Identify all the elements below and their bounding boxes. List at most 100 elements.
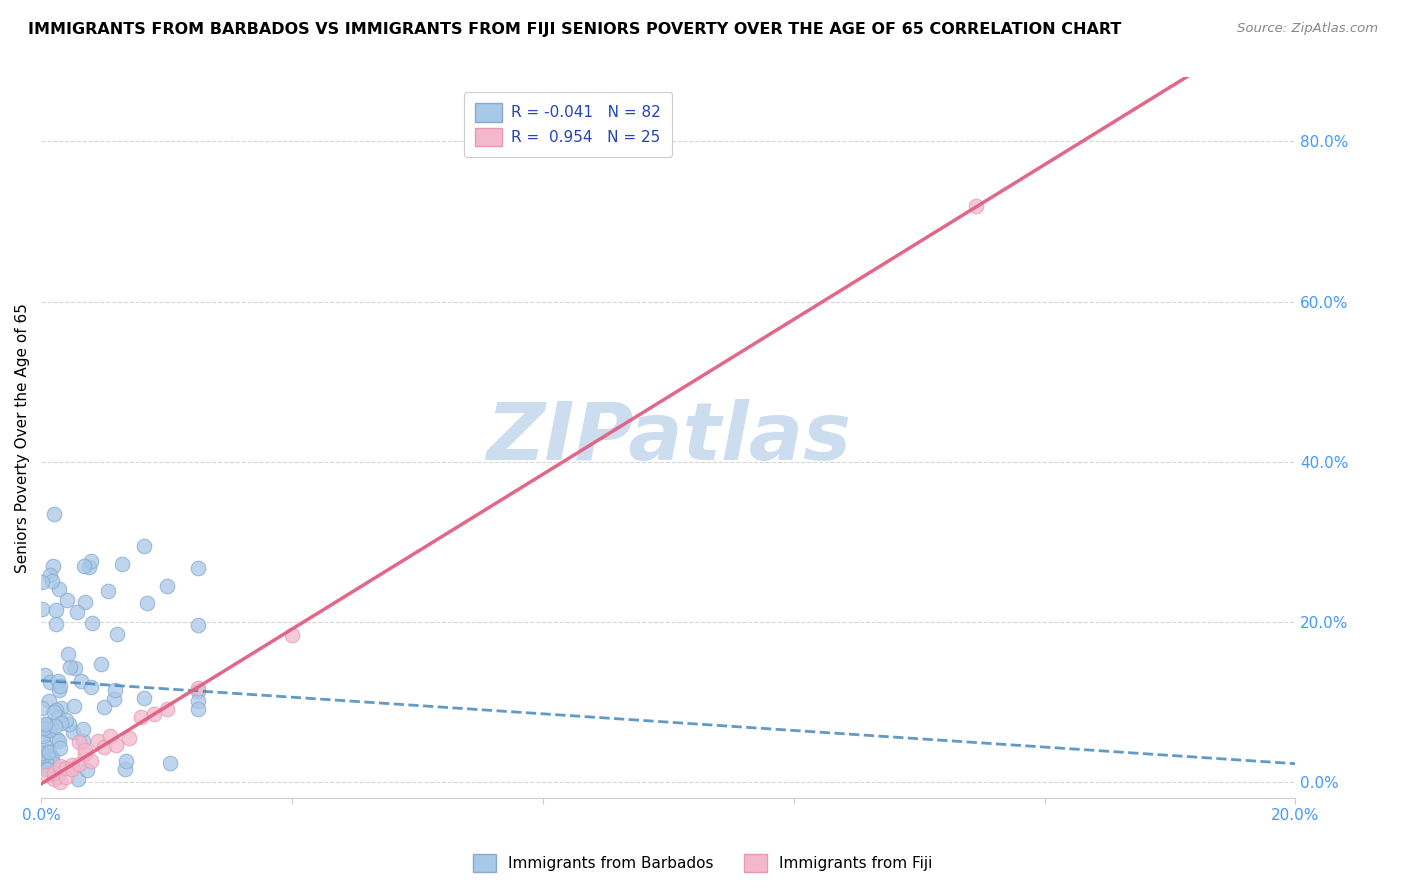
Point: [73, 558, 96, 573]
Legend: Immigrants from Barbados, Immigrants from Fiji: Immigrants from Barbados, Immigrants fro…: [465, 846, 941, 880]
Point: [62, 762, 84, 776]
Point: [42, 507, 65, 521]
Text: IMMIGRANTS FROM BARBADOS VS IMMIGRANTS FROM FIJI SENIORS POVERTY OVER THE AGE OF: IMMIGRANTS FROM BARBADOS VS IMMIGRANTS F…: [28, 22, 1122, 37]
Point: [187, 683, 209, 698]
Point: [38, 723, 60, 737]
Point: [46, 673, 69, 688]
Legend: R = -0.041   N = 82, R =  0.954   N = 25: R = -0.041 N = 82, R = 0.954 N = 25: [464, 92, 672, 157]
Point: [187, 693, 209, 707]
Point: [34, 762, 56, 776]
Point: [187, 561, 209, 575]
Point: [90, 657, 112, 671]
Point: [34, 717, 56, 731]
Point: [58, 717, 80, 731]
Point: [35, 739, 58, 754]
Point: [62, 725, 84, 739]
Point: [31, 749, 53, 764]
Point: [45, 703, 67, 717]
Point: [39, 568, 62, 582]
Point: [72, 734, 94, 748]
Point: [55, 761, 77, 775]
Point: [76, 763, 98, 777]
Point: [48, 679, 70, 693]
Point: [115, 754, 138, 768]
Point: [80, 554, 103, 568]
Point: [136, 596, 159, 610]
Point: [45, 732, 67, 747]
Point: [46, 771, 69, 785]
Point: [77, 559, 100, 574]
Point: [31, 727, 53, 741]
Point: [155, 702, 177, 716]
Point: [62, 757, 84, 772]
Point: [41, 574, 63, 588]
Point: [187, 681, 209, 695]
Point: [80, 754, 103, 768]
Point: [42, 766, 65, 780]
Point: [187, 617, 209, 632]
Point: [156, 579, 179, 593]
Point: [44, 718, 66, 732]
Point: [37, 762, 59, 776]
Point: [103, 691, 125, 706]
Point: [49, 741, 72, 756]
Point: [965, 198, 987, 212]
Point: [38, 745, 60, 759]
Point: [63, 660, 86, 674]
Point: [34, 668, 56, 682]
Point: [59, 659, 82, 673]
Y-axis label: Seniors Poverty Over the Age of 65: Seniors Poverty Over the Age of 65: [15, 302, 30, 573]
Point: [69, 674, 91, 689]
Point: [42, 558, 65, 573]
Point: [73, 743, 96, 757]
Point: [93, 739, 115, 754]
Point: [37, 744, 59, 758]
Point: [111, 557, 134, 571]
Point: [49, 775, 72, 789]
Point: [97, 584, 120, 599]
Point: [41, 756, 63, 771]
Point: [105, 738, 128, 752]
Point: [98, 729, 121, 743]
Point: [118, 731, 141, 746]
Point: [49, 700, 72, 714]
Point: [45, 617, 67, 632]
Point: [31, 701, 53, 715]
Point: [104, 682, 127, 697]
Point: [132, 539, 155, 553]
Point: [34, 755, 56, 769]
Point: [132, 691, 155, 706]
Point: [93, 700, 115, 714]
Point: [31, 574, 53, 589]
Point: [66, 772, 89, 787]
Point: [31, 729, 53, 743]
Point: [72, 723, 94, 737]
Point: [56, 647, 79, 661]
Point: [67, 735, 90, 749]
Point: [48, 734, 70, 748]
Text: Source: ZipAtlas.com: Source: ZipAtlas.com: [1237, 22, 1378, 36]
Point: [63, 699, 86, 714]
Point: [114, 762, 136, 776]
Point: [143, 706, 166, 721]
Point: [42, 705, 65, 719]
Point: [281, 627, 304, 641]
Point: [37, 768, 59, 782]
Point: [55, 593, 77, 607]
Point: [42, 772, 65, 787]
Text: ZIPatlas: ZIPatlas: [486, 399, 851, 476]
Point: [48, 682, 70, 697]
Point: [159, 756, 181, 771]
Point: [105, 627, 128, 641]
Point: [41, 750, 63, 764]
Point: [187, 702, 209, 716]
Point: [35, 717, 58, 731]
Point: [67, 757, 90, 772]
Point: [86, 734, 108, 748]
Point: [34, 721, 56, 735]
Point: [82, 615, 104, 630]
Point: [38, 694, 60, 708]
Point: [31, 602, 53, 616]
Point: [73, 747, 96, 761]
Point: [80, 680, 103, 694]
